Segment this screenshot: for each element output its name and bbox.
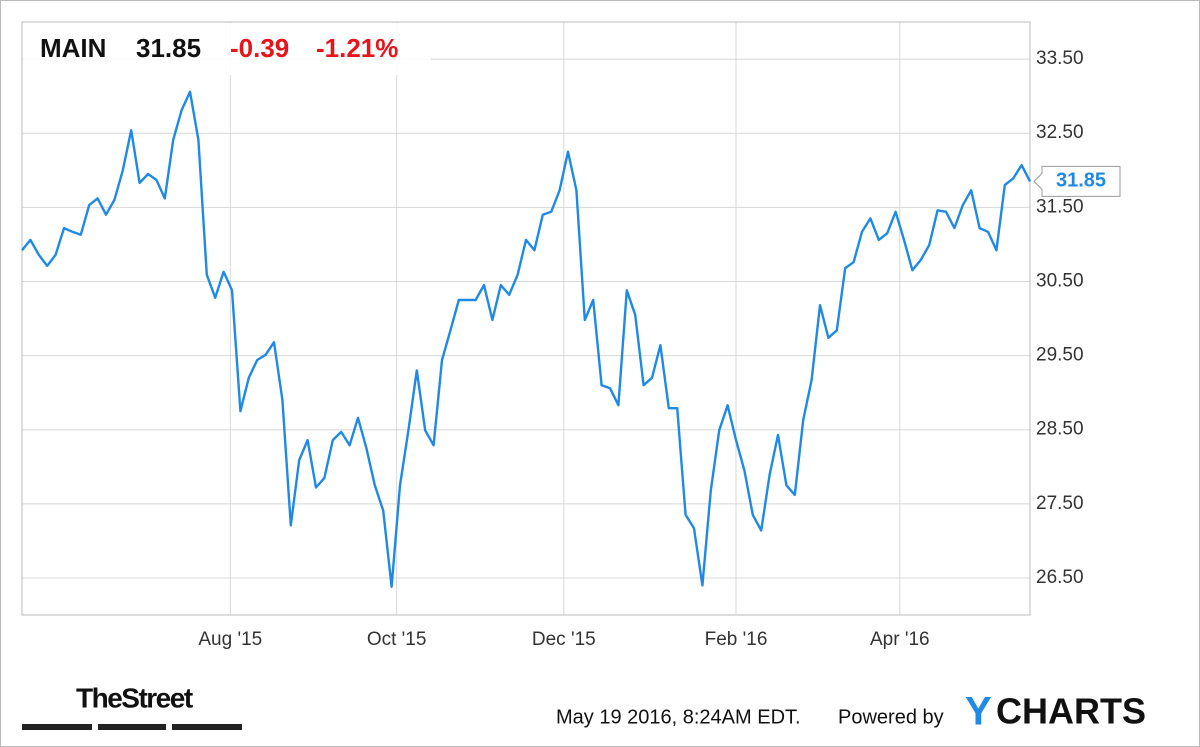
logo-bar [22, 724, 92, 730]
ticker: MAIN [40, 33, 106, 63]
last-value-label: 31.85 [1056, 170, 1106, 192]
price: 31.85 [136, 33, 201, 63]
y-tick-label: 32.50 [1036, 122, 1084, 143]
y-tick-label: 27.50 [1036, 493, 1084, 514]
header-box [23, 23, 431, 75]
x-tick-label: Aug '15 [198, 629, 262, 650]
source-logo: TheStreet [76, 682, 193, 713]
y-tick-label: 33.50 [1036, 48, 1084, 69]
change-pct: -1.21% [316, 33, 398, 63]
y-tick-label: 26.50 [1036, 567, 1084, 588]
price-line [21, 90, 1032, 588]
x-tick-label: Feb '16 [705, 629, 768, 650]
y-tick-label: 31.50 [1036, 196, 1084, 217]
brand-y: Y [965, 690, 992, 734]
plot-border [21, 21, 1031, 616]
x-tick-label: Oct '15 [367, 629, 427, 650]
y-tick-label: 29.50 [1036, 345, 1084, 366]
last-value-callout [1033, 165, 1121, 197]
y-tick-label: 28.50 [1036, 419, 1084, 440]
brand-rest: CHARTS [996, 691, 1146, 732]
logo-bar [98, 724, 166, 730]
x-tick-label: Dec '15 [532, 629, 596, 650]
x-tick-label: Apr '16 [870, 629, 930, 650]
logo-bar [172, 724, 242, 730]
y-tick-label: 30.50 [1036, 270, 1084, 291]
change: -0.39 [230, 33, 289, 63]
timestamp: May 19 2016, 8:24AM EDT. [556, 706, 801, 728]
powered-by: Powered by [838, 706, 944, 728]
